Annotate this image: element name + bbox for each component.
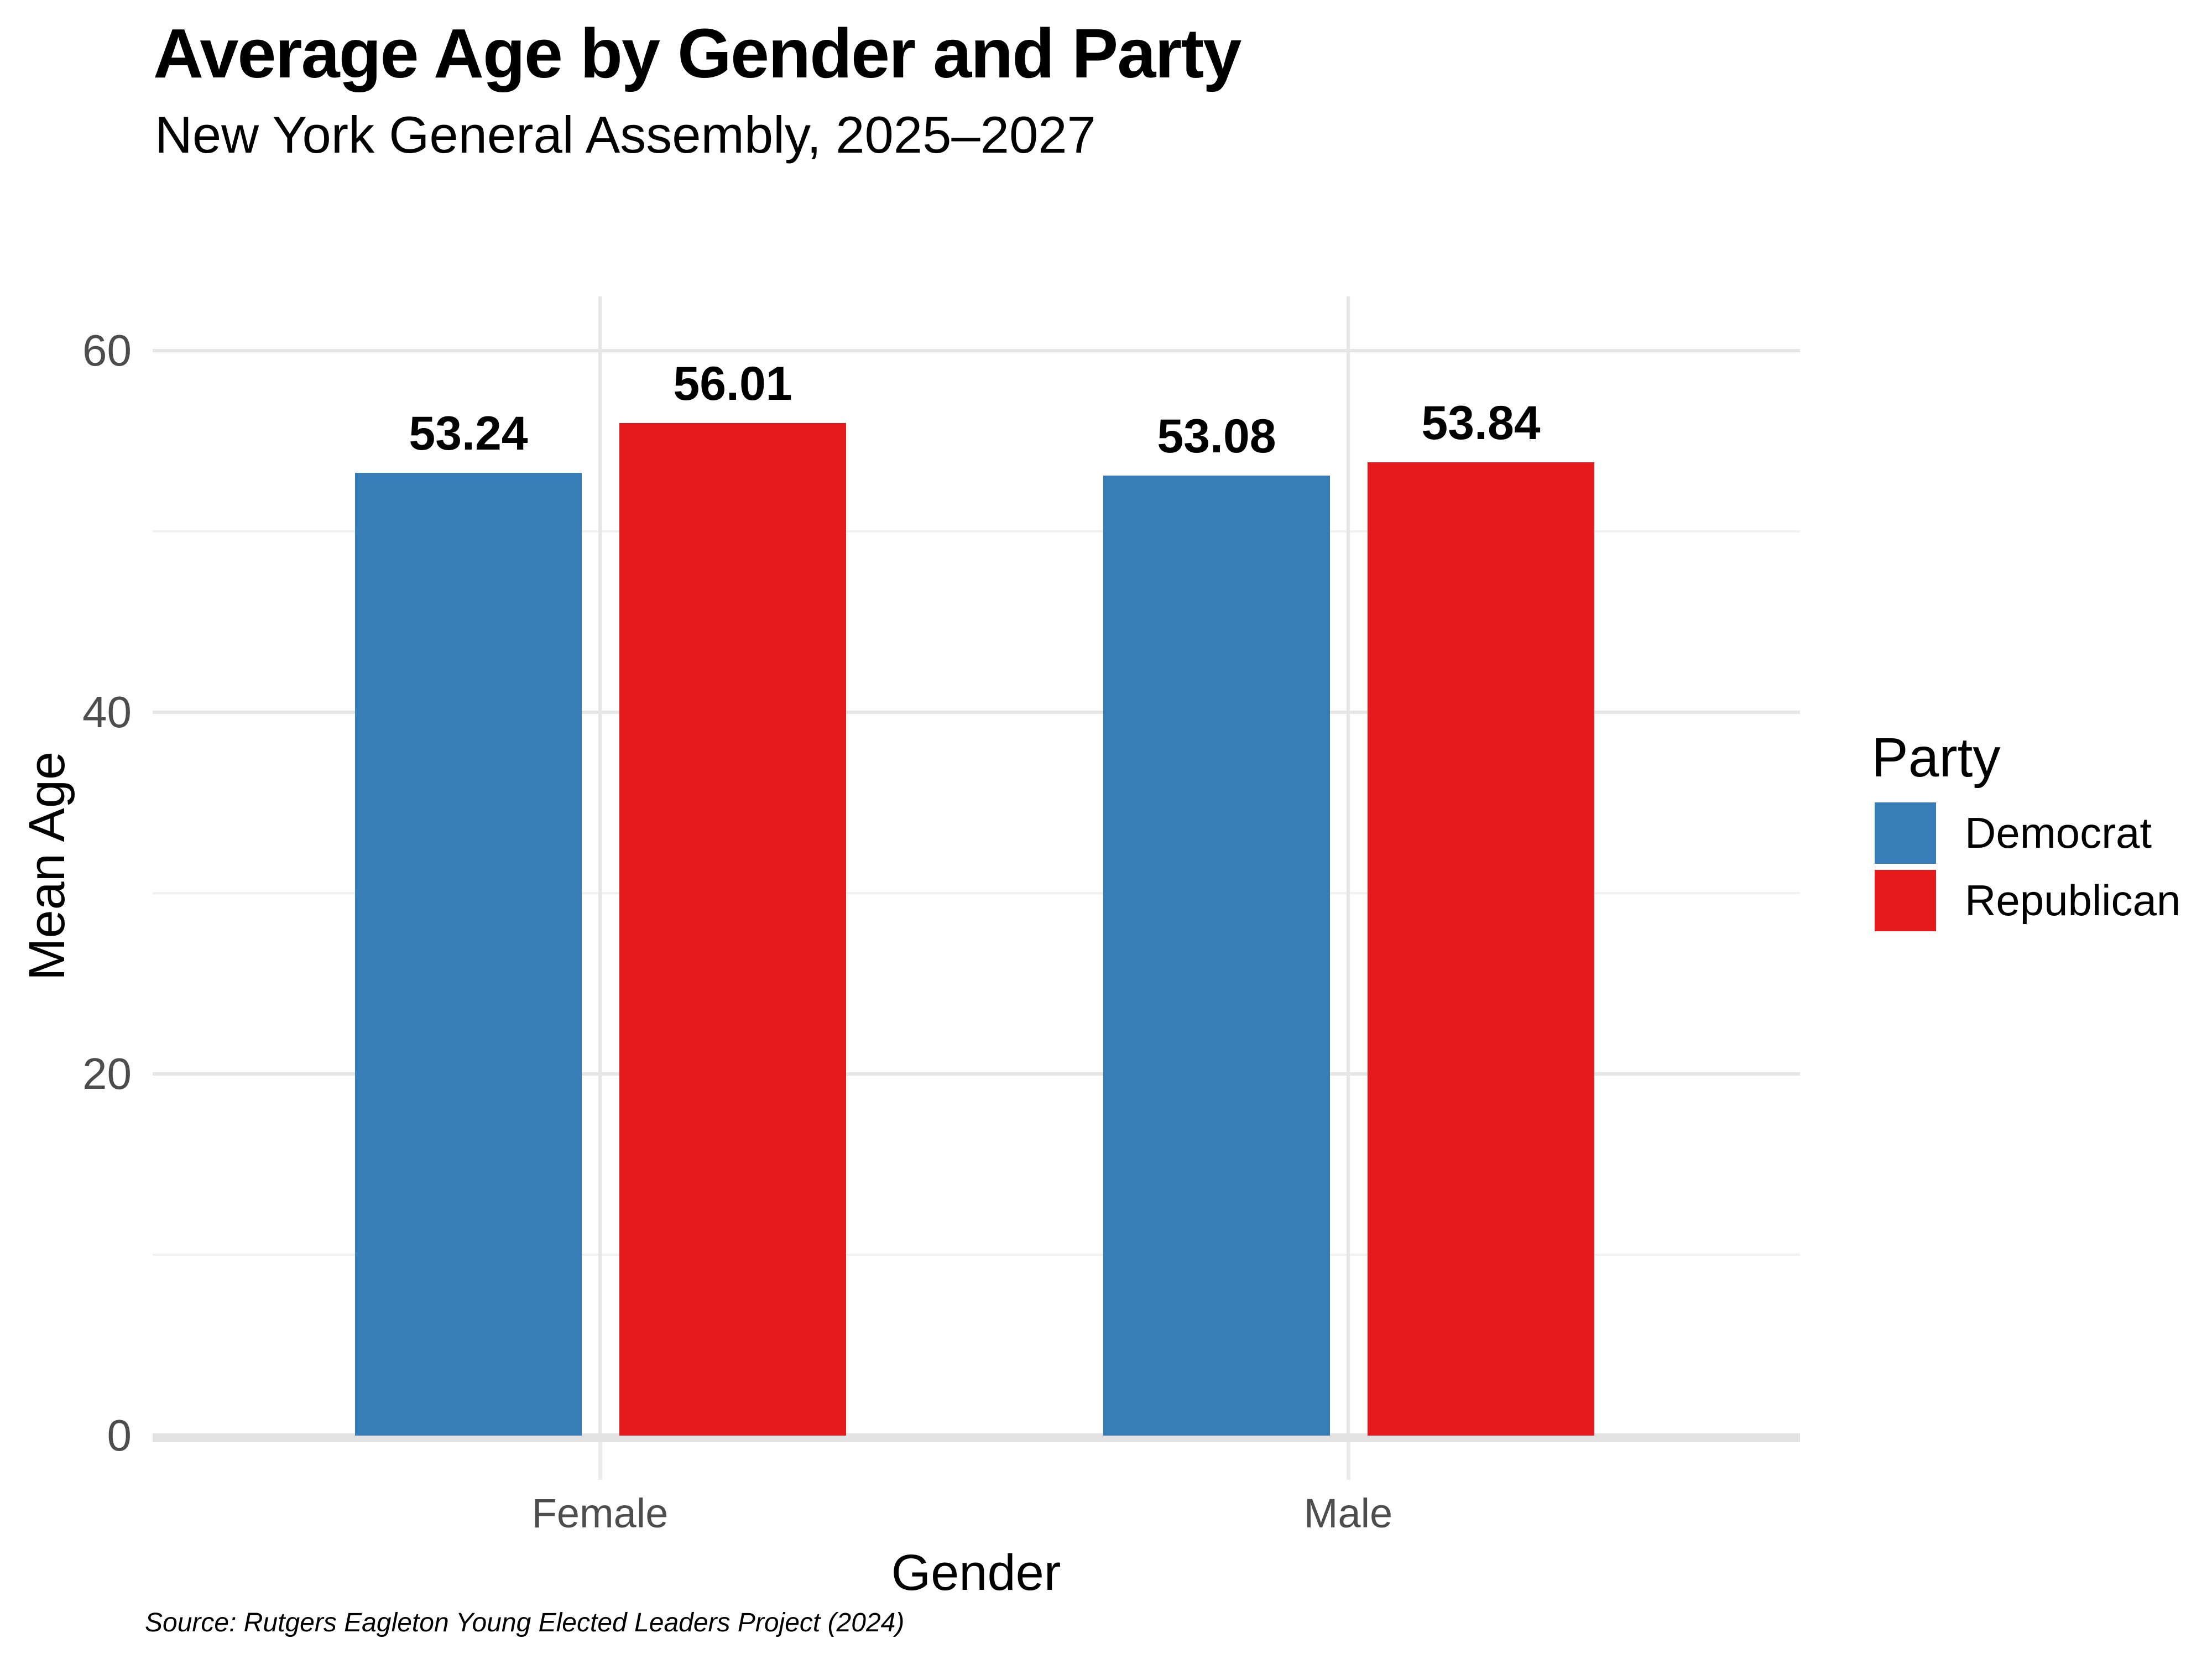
bar-value-label: 53.08 xyxy=(1157,410,1276,463)
y-tick-label: 20 xyxy=(82,1049,132,1099)
x-category-label-female: Female xyxy=(531,1490,669,1536)
y-tick-label: 60 xyxy=(82,326,132,375)
gridline-minor xyxy=(153,1254,1800,1256)
x-category-label-male: Male xyxy=(1303,1490,1393,1536)
x-tick-mark xyxy=(598,1442,602,1480)
legend-title: Party xyxy=(1871,727,2001,789)
chart-title: Average Age by Gender and Party xyxy=(153,14,1241,92)
x-axis-title: Gender xyxy=(891,1545,1061,1601)
bar-male-democrat xyxy=(1103,476,1330,1436)
bar-female-republican xyxy=(619,422,846,1436)
gridline-major xyxy=(153,349,1800,353)
gridline-minor xyxy=(153,892,1800,895)
bar-value-label: 56.01 xyxy=(673,357,792,410)
plot-panel: 53.24 56.01 53.08 53.84 xyxy=(153,296,1800,1442)
bar-female-democrat xyxy=(355,473,582,1436)
legend-swatch-republican xyxy=(1875,870,1936,931)
legend-label-democrat: Democrat xyxy=(1965,808,2152,857)
y-tick-label: 40 xyxy=(82,687,132,737)
bar-value-label: 53.24 xyxy=(409,407,528,461)
x-tick-mark xyxy=(1347,1442,1350,1480)
chart-subtitle: New York General Assembly, 2025–2027 xyxy=(155,106,1096,164)
gridline-vertical xyxy=(1347,296,1350,1436)
y-axis-title: Mean Age xyxy=(19,751,75,981)
gridline-major xyxy=(153,711,1800,714)
y-tick-label: 0 xyxy=(107,1411,132,1460)
bar-value-label: 53.84 xyxy=(1421,396,1541,450)
gridline-major xyxy=(153,1072,1800,1076)
axis-baseline xyxy=(153,1433,1800,1442)
legend-label-republican: Republican xyxy=(1965,876,2181,925)
source-note: Source: Rutgers Eagleton Young Elected L… xyxy=(145,1608,905,1637)
gridline-vertical xyxy=(598,296,602,1436)
legend-swatch-democrat xyxy=(1875,802,1936,864)
bar-male-republican xyxy=(1368,462,1594,1436)
gridline-minor xyxy=(153,530,1800,533)
